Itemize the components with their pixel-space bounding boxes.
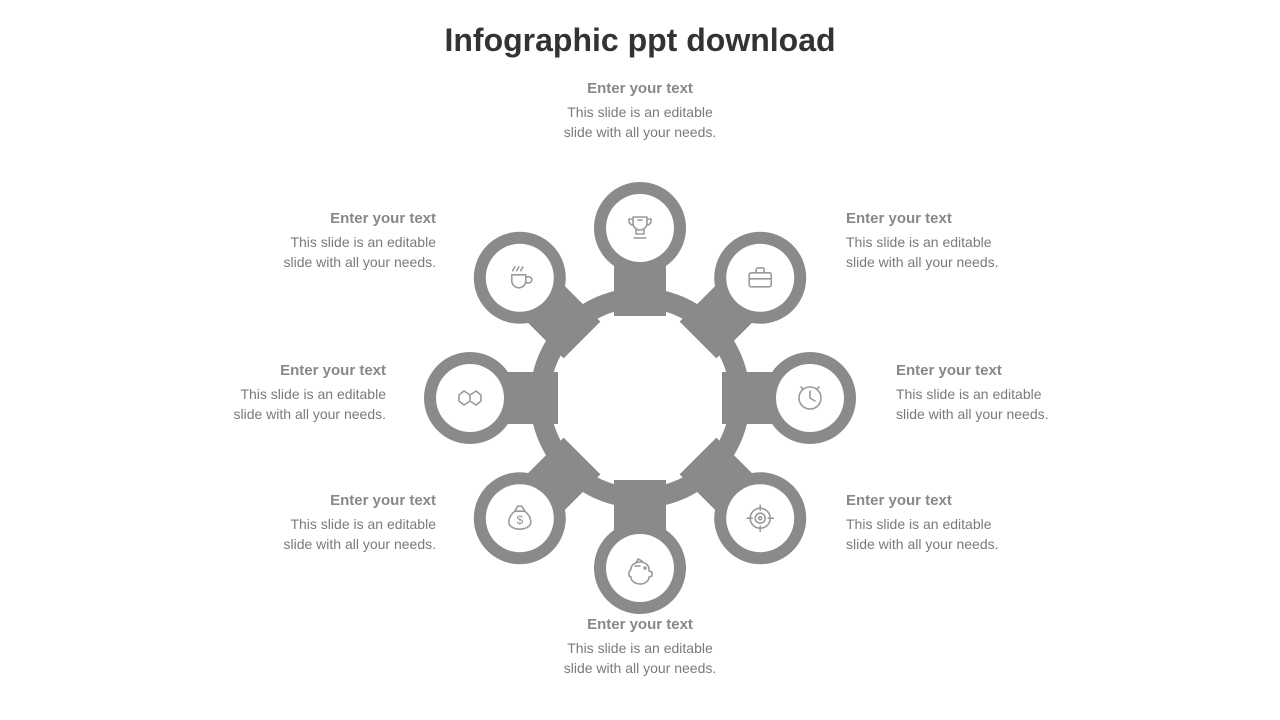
- petal-node: [474, 472, 566, 564]
- label-body-line: slide with all your needs.: [896, 405, 1096, 425]
- label-body-line: slide with all your needs.: [530, 123, 750, 143]
- label-body-line: This slide is an editable: [896, 385, 1096, 405]
- label-heading: Enter your text: [236, 490, 436, 511]
- petal-inner: [436, 364, 504, 432]
- clock-icon: [793, 381, 827, 415]
- petal-inner: [486, 484, 554, 552]
- label-body-line: slide with all your needs.: [236, 535, 436, 555]
- trophy-icon: [623, 211, 657, 245]
- handshake-icon: [453, 381, 487, 415]
- petal-inner: [776, 364, 844, 432]
- label-body-line: slide with all your needs.: [846, 535, 1046, 555]
- petal-node: [764, 352, 856, 444]
- label-body-line: This slide is an editable: [236, 515, 436, 535]
- petal-label: Enter your text This slide is an editable…: [186, 360, 386, 424]
- label-heading: Enter your text: [186, 360, 386, 381]
- piggy-icon: [623, 551, 657, 585]
- petal-inner: [606, 534, 674, 602]
- label-body-line: slide with all your needs.: [236, 253, 436, 273]
- label-body-line: slide with all your needs.: [530, 659, 750, 679]
- petal-node: [594, 522, 686, 614]
- petal-node: [594, 182, 686, 274]
- label-body-line: This slide is an editable: [236, 233, 436, 253]
- label-body-line: This slide is an editable: [186, 385, 386, 405]
- petal-inner: [726, 244, 794, 312]
- petal-label: Enter your text This slide is an editable…: [896, 360, 1096, 424]
- petal-label: Enter your text This slide is an editable…: [846, 208, 1046, 272]
- petal-label: Enter your text This slide is an editable…: [846, 490, 1046, 554]
- petal-node: [714, 232, 806, 324]
- petal-label: Enter your text This slide is an editable…: [530, 614, 750, 678]
- label-body-line: This slide is an editable: [530, 103, 750, 123]
- label-body-line: This slide is an editable: [530, 639, 750, 659]
- petal-node: [474, 232, 566, 324]
- label-body-line: slide with all your needs.: [846, 253, 1046, 273]
- label-heading: Enter your text: [530, 614, 750, 635]
- target-icon: [743, 501, 777, 535]
- label-heading: Enter your text: [846, 490, 1046, 511]
- briefcase-icon: [743, 261, 777, 295]
- petal-label: Enter your text This slide is an editable…: [530, 78, 750, 142]
- label-body-line: This slide is an editable: [846, 233, 1046, 253]
- label-body-line: This slide is an editable: [846, 515, 1046, 535]
- moneybag-icon: [503, 501, 537, 535]
- label-heading: Enter your text: [846, 208, 1046, 229]
- label-heading: Enter your text: [236, 208, 436, 229]
- label-heading: Enter your text: [530, 78, 750, 99]
- petal-inner: [606, 194, 674, 262]
- petal-label: Enter your text This slide is an editable…: [236, 490, 436, 554]
- page-title: Infographic ppt download: [0, 22, 1280, 59]
- circular-diagram: [420, 178, 860, 618]
- coffee-icon: [503, 261, 537, 295]
- petal-inner: [726, 484, 794, 552]
- label-heading: Enter your text: [896, 360, 1096, 381]
- petal-node: [714, 472, 806, 564]
- petal-node: [424, 352, 516, 444]
- label-body-line: slide with all your needs.: [186, 405, 386, 425]
- petal-label: Enter your text This slide is an editable…: [236, 208, 436, 272]
- petal-inner: [486, 244, 554, 312]
